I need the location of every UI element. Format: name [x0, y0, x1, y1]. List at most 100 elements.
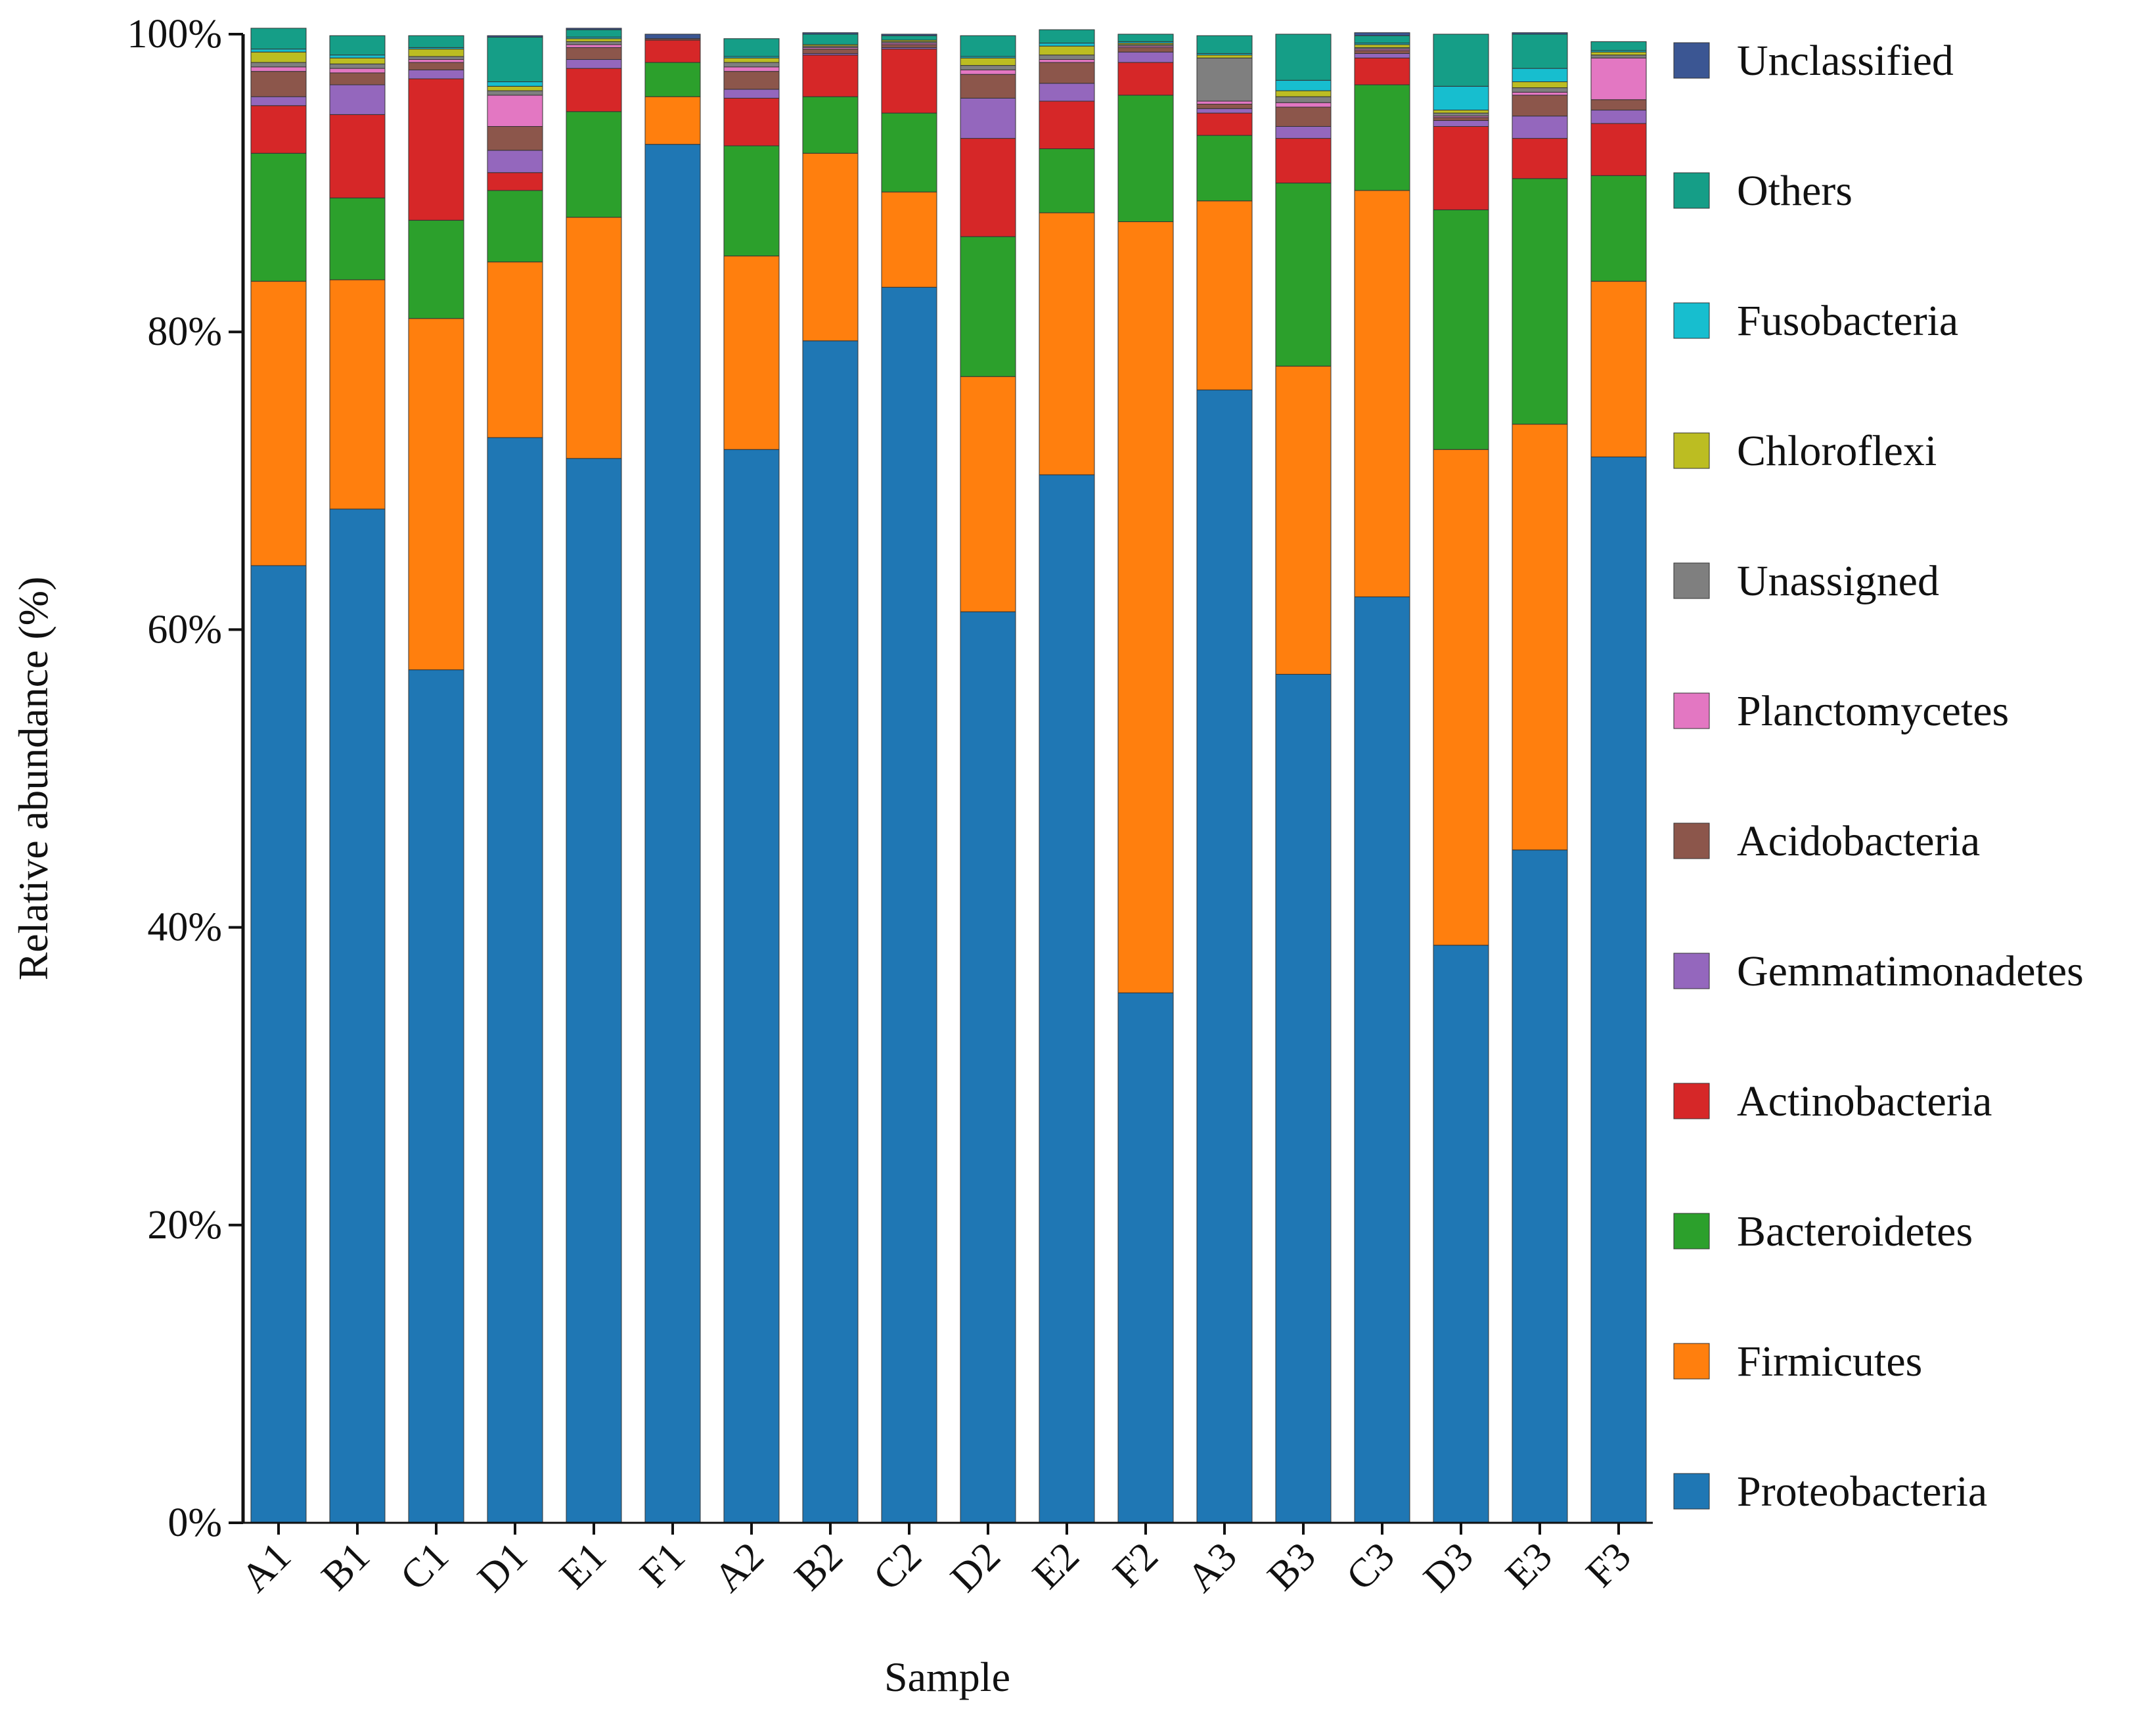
bar-segment-b2-actinobacteria: [802, 55, 859, 97]
legend-label-fusobacteria: Fusobacteria: [1737, 297, 1958, 345]
bar-segment-e3-chloroflexi: [1512, 81, 1568, 89]
bar-segment-b2-unclassified: [802, 32, 859, 35]
bar-segment-a1-fusobacteria: [250, 49, 307, 53]
bar-segment-a3-firmicutes: [1196, 200, 1253, 391]
bar-segment-d1-acidobacteria: [487, 125, 543, 151]
legend-label-unassigned: Unassigned: [1737, 557, 1939, 605]
legend-swatch-firmicutes: [1673, 1343, 1710, 1380]
bar-segment-e1-unassigned: [566, 41, 622, 45]
bar-segment-c2-firmicutes: [881, 191, 937, 288]
bar-segment-d2-firmicutes: [960, 376, 1016, 612]
bar-segment-c2-bacteroidetes: [881, 112, 937, 192]
legend-label-chloroflexi: Chloroflexi: [1737, 427, 1937, 475]
bar-segment-c1-gemmatimonadetes: [408, 69, 464, 79]
bar-segment-b1-planctomycetes: [329, 68, 386, 74]
legend-swatch-fusobacteria: [1673, 302, 1710, 339]
bar-segment-c1-others: [408, 35, 464, 48]
bar-segment-f3-firmicutes: [1590, 281, 1647, 458]
bar-segment-b1-actinobacteria: [329, 114, 386, 198]
bar-segment-f1-unclassified: [644, 34, 701, 39]
bar-segment-a3-gemmatimonadetes: [1196, 108, 1253, 114]
bar-segment-c1-bacteroidetes: [408, 219, 464, 319]
x-tick-label: E1: [551, 1534, 615, 1598]
bar-segment-c1-firmicutes: [408, 318, 464, 671]
bar-segment-c2-proteobacteria: [881, 286, 937, 1523]
bar-segment-c2-actinobacteria: [881, 49, 937, 114]
x-tick-label: A2: [706, 1534, 773, 1601]
bar-segment-e2-fusobacteria: [1039, 43, 1095, 47]
legend-label-firmicutes: Firmicutes: [1737, 1338, 1922, 1385]
bar-segment-b3-gemmatimonadetes: [1275, 125, 1332, 139]
bar-segment-e2-bacteroidetes: [1039, 148, 1095, 214]
bar-segment-e3-bacteroidetes: [1512, 178, 1568, 425]
bar-segment-a2-proteobacteria: [723, 449, 780, 1523]
bar-segment-a1-acidobacteria: [250, 71, 307, 97]
bar-segment-e3-acidobacteria: [1512, 95, 1568, 117]
bar-segment-c3-proteobacteria: [1354, 597, 1410, 1523]
x-tick-label: B1: [313, 1534, 378, 1599]
bar-segment-d1-unassigned: [487, 90, 543, 96]
legend-swatch-chloroflexi: [1673, 432, 1710, 469]
bar-segment-d3-actinobacteria: [1433, 125, 1489, 210]
bar-segment-b1-firmicutes: [329, 279, 386, 510]
bar-segment-b2-others: [802, 34, 859, 45]
legend-swatch-gemmatimonadetes: [1673, 953, 1710, 989]
bar-segment-c3-chloroflexi: [1354, 44, 1410, 48]
x-tick-label: F3: [1578, 1534, 1640, 1596]
legend-swatch-planctomycetes: [1673, 692, 1710, 729]
bar-segment-a3-unassigned: [1196, 57, 1253, 102]
bar-segment-f1-actinobacteria: [644, 39, 701, 63]
bar-segment-e3-actinobacteria: [1512, 138, 1568, 179]
bar-segment-e1-bacteroidetes: [566, 111, 622, 218]
bar-segment-d3-proteobacteria: [1433, 945, 1489, 1523]
y-tick-label: 100%: [127, 12, 222, 56]
bar-segment-b2-acidobacteria: [802, 49, 859, 54]
bar-segment-e2-acidobacteria: [1039, 62, 1095, 84]
bar-segment-e1-unclassified: [566, 28, 622, 30]
bar-segment-b3-others: [1275, 34, 1332, 81]
bar-segment-a2-acidobacteria: [723, 71, 780, 90]
bar-segment-e2-chloroflexi: [1039, 45, 1095, 56]
bar-segment-a2-chloroflexi: [723, 57, 780, 63]
legend: Unclassified Others Fusobacteria Chloroflex…: [1673, 37, 2084, 1516]
bar-segment-f3-bacteroidetes: [1590, 175, 1647, 282]
bar-segment-d3-fusobacteria: [1433, 85, 1489, 111]
bar-segment-b1-proteobacteria: [329, 508, 386, 1523]
bar-segment-c3-actinobacteria: [1354, 57, 1410, 85]
bar-segment-f2-others: [1117, 34, 1174, 42]
bar-segment-c1-chloroflexi: [408, 49, 464, 57]
bar-segment-e3-planctomycetes: [1512, 91, 1568, 96]
bar-segment-b1-acidobacteria: [329, 72, 386, 85]
bar-segment-f1-firmicutes: [644, 96, 701, 145]
y-tick-label: 40%: [147, 905, 222, 950]
bar-segment-b2-proteobacteria: [802, 340, 859, 1523]
bar-segment-c3-firmicutes: [1354, 190, 1410, 598]
bar-segment-c2-unclassified: [881, 34, 937, 36]
x-tick-label: F2: [1105, 1534, 1167, 1596]
bar-segment-f3-actinobacteria: [1590, 123, 1647, 176]
bar-segment-a1-actinobacteria: [250, 105, 307, 154]
bar-segment-a2-planctomycetes: [723, 66, 780, 72]
bar-segment-d2-unassigned: [960, 65, 1016, 70]
bar-segment-e2-planctomycetes: [1039, 59, 1095, 63]
bar-segment-e3-fusobacteria: [1512, 68, 1568, 83]
bar-segment-f3-others: [1590, 41, 1647, 51]
bar-segment-b1-fusobacteria: [329, 55, 386, 58]
y-tick-label: 60%: [147, 607, 222, 652]
bar-segment-e1-proteobacteria: [566, 458, 622, 1523]
bar-segment-c1-actinobacteria: [408, 78, 464, 221]
bar-segment-a1-gemmatimonadetes: [250, 96, 307, 106]
bar-segment-f2-gemmatimonadetes: [1117, 51, 1174, 63]
legend-swatch-others: [1673, 172, 1710, 209]
x-tick-label: D3: [1415, 1534, 1482, 1601]
bar-segment-b3-planctomycetes: [1275, 102, 1332, 108]
legend-label-bacteroidetes: Bacteroidetes: [1737, 1207, 1973, 1255]
y-tick-label: 0%: [168, 1500, 222, 1545]
legend-label-gemmatimonadetes: Gemmatimonadetes: [1737, 947, 2084, 995]
bar-segment-d1-proteobacteria: [487, 437, 543, 1523]
x-tick-label: A1: [233, 1534, 300, 1601]
bar-segment-d1-bacteroidetes: [487, 190, 543, 263]
bar-segment-e1-others: [566, 29, 622, 38]
x-tick-label: C1: [392, 1534, 457, 1599]
